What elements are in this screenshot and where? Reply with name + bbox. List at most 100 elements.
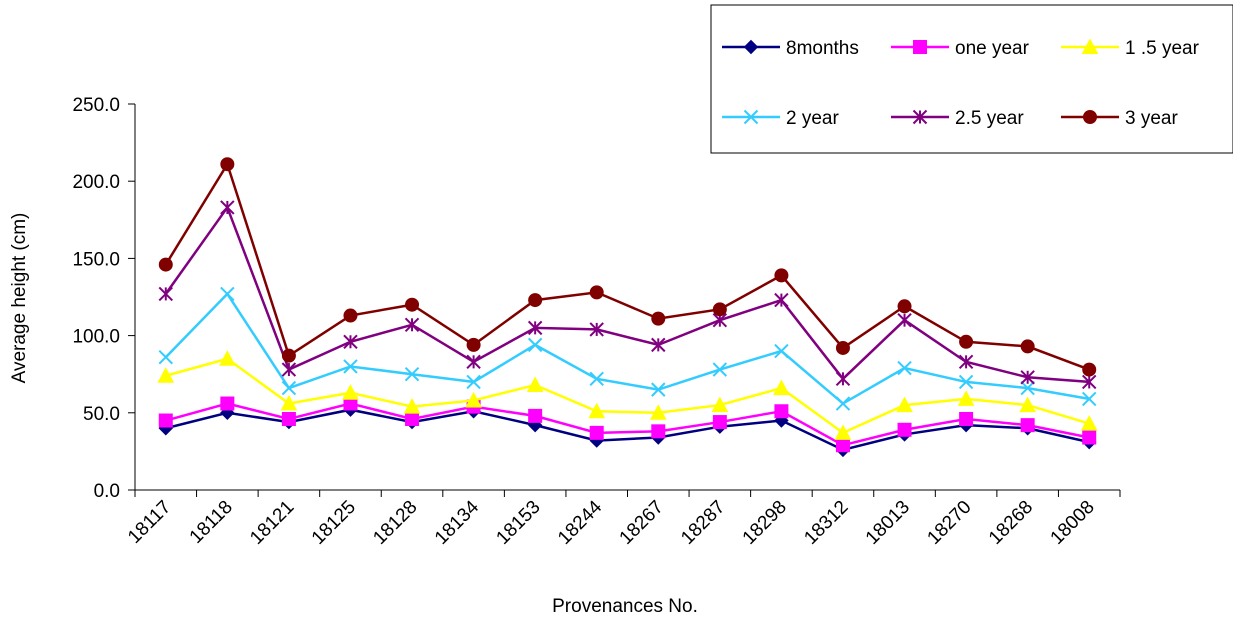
data-point [158,257,173,272]
y-tick-label: 100.0 [72,327,120,348]
x-axis-title: Provenances No. [552,596,698,617]
data-point [1082,430,1097,445]
data-point [957,390,975,406]
data-point [343,308,358,323]
data-point [528,408,543,423]
x-tick-label: 18268 [985,497,1037,549]
data-point [712,415,727,430]
data-point [158,286,173,302]
legend-label: 2.5 year [955,108,1024,129]
x-tick-label: 18121 [246,497,298,549]
x-tick-label: 18287 [677,497,729,549]
data-point [897,422,912,437]
x-tick-label: 18244 [554,496,607,549]
data-point [651,382,666,397]
data-point [651,337,666,353]
data-point [528,293,543,308]
series-line [165,402,1090,447]
data-point [343,359,358,374]
x-tick-label: 18134 [431,496,484,549]
data-point [834,424,852,440]
y-tick-label: 50.0 [83,404,120,425]
data-point [589,322,604,337]
data-point [280,394,298,411]
data-point [649,404,667,420]
data-point [589,425,604,440]
data-point [281,362,297,377]
legend-swatch-marker [913,40,927,54]
x-tick-label: 18117 [124,497,175,548]
series-line [165,408,1090,452]
data-point [651,424,666,439]
data-point [773,379,790,396]
x-tick-label: 18008 [1047,497,1099,549]
data-point [1020,380,1035,396]
data-point [1020,370,1035,385]
chart-legend: 8months one year 1 .5 year 2 year 2.5 year 3 … [710,4,1233,154]
data-point [1082,374,1097,390]
data-point [220,200,235,215]
data-point [589,371,604,387]
legend-swatch-marker [743,109,759,125]
legend-label: 2 year [786,108,839,129]
legend-label: 3 year [1125,108,1178,129]
data-point [342,384,359,400]
series-line [164,204,1090,384]
data-point [774,268,789,283]
legend-item: 2.5 year [891,108,1024,129]
series-3-year [158,157,1097,377]
data-point [219,350,236,366]
legend-label: one year [955,38,1030,59]
series-1-5-year [157,350,1098,440]
data-point [774,343,789,359]
legend-label: 1 .5 year [1125,38,1200,59]
data-point [897,312,912,328]
legend-item: 2 year [722,108,839,129]
x-tick-label: 18128 [369,497,421,549]
legend-label: 8months [786,38,859,59]
data-point [158,350,173,365]
data-point [281,411,296,426]
data-point [466,337,481,352]
data-point [404,366,420,382]
x-tick-label: 18267 [616,497,668,549]
x-tick-label: 18312 [800,497,852,549]
data-point [589,285,604,300]
data-point [959,411,974,426]
y-tick-label: 0.0 [94,481,120,502]
data-point [527,337,543,353]
data-point [959,334,974,349]
data-point [157,367,175,383]
data-point [527,320,543,336]
data-point [711,396,729,413]
legend-box [710,4,1233,154]
series-2-5-year [158,200,1097,390]
series-line [165,357,1090,435]
data-point [958,374,974,390]
y-tick-label: 250.0 [72,95,120,116]
data-point [897,299,912,314]
data-point [466,354,481,370]
data-point [281,380,297,396]
series-one-year [158,396,1097,453]
data-point [403,398,421,414]
legend-item: 3 year [1061,108,1178,129]
data-point [526,376,544,393]
data-point [774,292,789,308]
legend-swatch-marker [1083,110,1097,124]
legend-swatch-marker [1081,38,1099,54]
data-point [343,334,358,349]
data-point [896,396,913,413]
data-point [958,354,974,370]
series-2-year [158,286,1097,411]
data-point [897,360,912,376]
series-line [164,291,1090,406]
data-point [1020,418,1035,433]
data-point [651,311,666,326]
series-line [164,161,1090,371]
data-point [220,157,235,172]
data-point [158,413,173,428]
x-tick-label: 18153 [492,497,544,549]
legend-swatch-marker [912,109,928,125]
data-point [712,362,728,377]
